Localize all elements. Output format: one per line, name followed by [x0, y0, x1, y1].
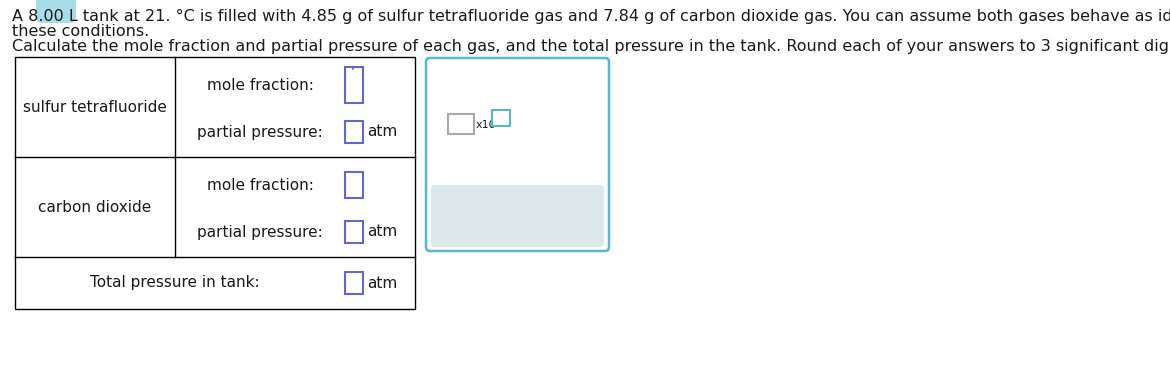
Bar: [345, 272, 363, 294]
Bar: [493, 110, 510, 125]
Text: atm: atm: [367, 125, 398, 139]
Text: mole fraction:: mole fraction:: [207, 77, 314, 92]
Text: these conditions.: these conditions.: [12, 24, 150, 39]
Text: mole fraction:: mole fraction:: [207, 178, 314, 192]
Text: atm: atm: [367, 276, 398, 291]
Text: atm: atm: [367, 224, 398, 240]
Text: ?: ?: [572, 208, 584, 228]
Text: Total pressure in tank:: Total pressure in tank:: [90, 276, 260, 291]
Text: partial pressure:: partial pressure:: [197, 125, 323, 139]
FancyBboxPatch shape: [431, 185, 604, 247]
Text: ×: ×: [448, 208, 467, 228]
Bar: [448, 113, 474, 134]
Text: Calculate the mole fraction and partial pressure of each gas, and the total pres: Calculate the mole fraction and partial …: [12, 39, 1170, 54]
Bar: [345, 172, 363, 198]
Bar: [345, 121, 363, 143]
Text: partial pressure:: partial pressure:: [197, 224, 323, 240]
Text: x10: x10: [476, 120, 496, 130]
FancyBboxPatch shape: [426, 58, 610, 251]
Text: sulfur tetrafluoride: sulfur tetrafluoride: [23, 99, 167, 115]
Bar: [345, 221, 363, 243]
Bar: [15, 57, 415, 309]
Text: ↺: ↺: [509, 208, 528, 228]
Text: A 8.00 L tank at 21. °C is filled with 4.85 g of sulfur tetrafluoride gas and 7.: A 8.00 L tank at 21. °C is filled with 4…: [12, 9, 1170, 24]
Bar: [345, 67, 363, 103]
FancyBboxPatch shape: [36, 0, 76, 23]
Text: carbon dioxide: carbon dioxide: [39, 200, 152, 214]
